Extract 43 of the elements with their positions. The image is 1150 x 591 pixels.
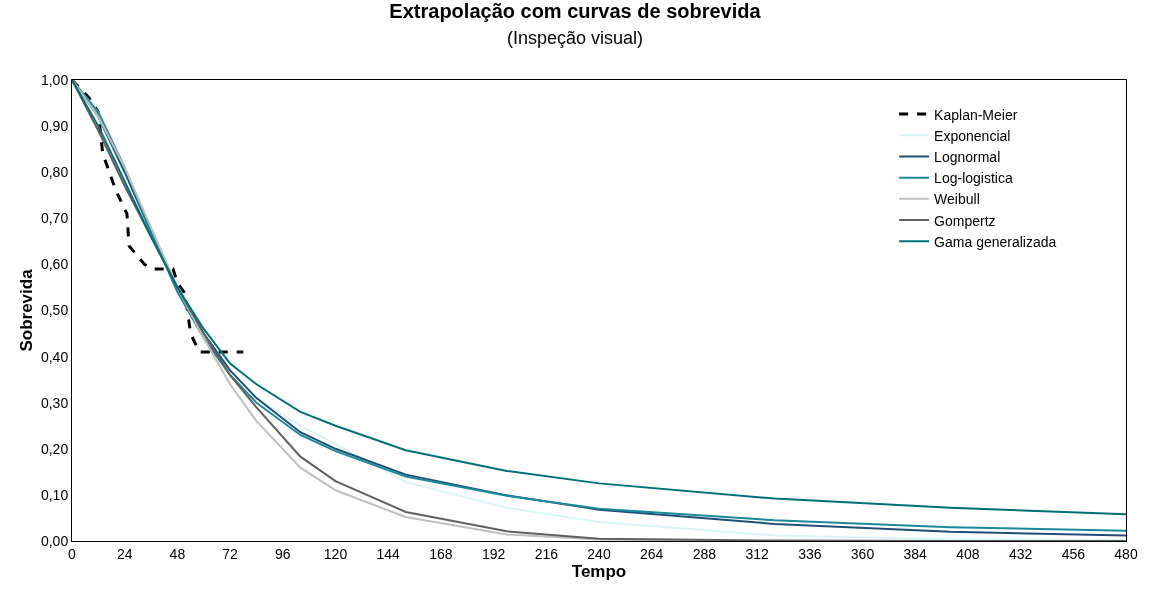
x-tick-label: 432 [1008,545,1033,562]
legend-label: Kaplan-Meier [934,106,1018,123]
x-tick-label: 408 [956,545,980,562]
legend-label: Weibull [934,191,980,208]
legend-label: Gompertz [934,212,996,229]
x-axis-title: Tempo [571,562,627,582]
y-tick-label: 0,80 [40,164,69,181]
x-tick-label: 456 [1061,545,1086,562]
x-tick-label: 192 [481,545,506,562]
x-tick-label: 480 [1114,545,1138,562]
legend-label: Exponencial [934,127,1011,144]
x-tick-label: 0 [68,545,77,562]
y-axis-title: Sobrevida [16,268,36,352]
y-tick-label: 0,10 [40,486,69,503]
legend-label: Log-logistica [934,170,1013,187]
y-tick-label: 0,60 [40,256,69,273]
x-tick-label: 240 [587,545,611,562]
chart-subtitle: (Inspeção visual) [506,27,644,48]
x-tick-label: 168 [429,545,453,562]
y-tick-label: 0,20 [40,440,69,457]
x-tick-label: 288 [692,545,717,562]
chart-title: Extrapolação com curvas de sobrevida [389,0,762,22]
x-tick-label: 384 [903,545,928,562]
x-tick-label: 72 [222,545,239,562]
x-tick-label: 360 [850,545,875,562]
legend-label: Gama generalizada [934,233,1057,250]
x-tick-label: 24 [116,545,133,562]
x-tick-label: 216 [534,545,559,562]
x-tick-label: 120 [323,545,348,562]
x-tick-label: 312 [745,545,769,562]
y-tick-label: 0,30 [40,394,69,411]
x-tick-label: 144 [376,545,401,562]
y-tick-label: 1,00 [40,71,69,88]
y-tick-label: 0,90 [40,118,69,134]
legend-label: Lognormal [934,148,1001,165]
y-tick-label: 0,70 [40,210,69,227]
y-tick-label: 0,00 [40,532,69,549]
y-tick-label: 0,50 [40,302,69,319]
x-tick-label: 336 [798,545,822,562]
x-tick-label: 96 [275,545,291,562]
x-tick-label: 264 [640,545,664,562]
y-tick-label: 0,40 [40,348,69,365]
x-tick-label: 48 [169,545,186,562]
